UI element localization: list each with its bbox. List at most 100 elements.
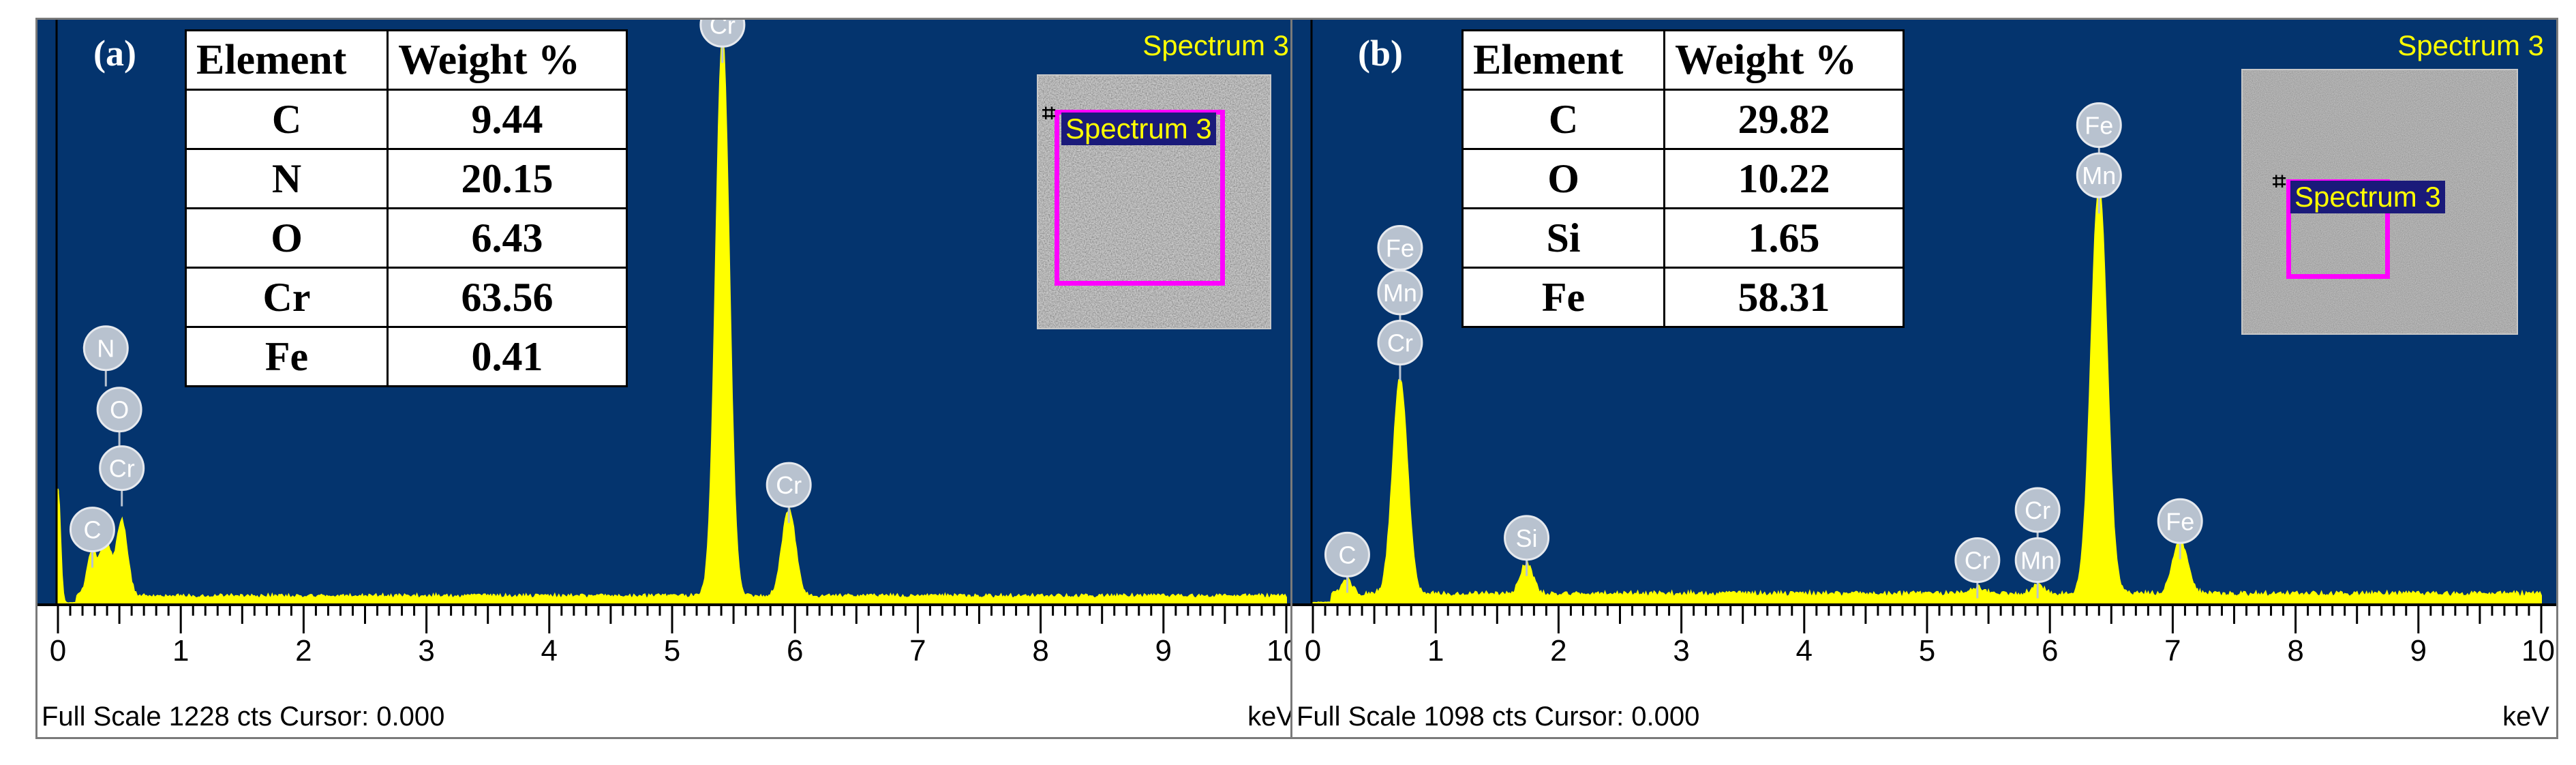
- peak-label-badge: Fe: [1377, 224, 1423, 286]
- table-row: O 10.22: [1461, 148, 1905, 209]
- element-cell: Cr: [184, 267, 389, 328]
- inset-spectrum-label: Spectrum 3: [1061, 112, 1216, 145]
- footer-status: Full Scale 1228 cts Cursor: 0.000: [42, 702, 445, 732]
- peak-label-badge: Cr: [766, 462, 812, 524]
- inset-spectrum-label: Spectrum 3: [2290, 181, 2445, 213]
- peak-label-text: Fe: [1386, 234, 1414, 262]
- weight-cell: 63.56: [387, 267, 628, 328]
- peak-label-text: C: [1338, 541, 1356, 569]
- table-row: Si 1.65: [1461, 207, 1905, 269]
- panel-label: (a): [93, 33, 136, 74]
- eds-panel-b: Fe Mn Cr C Si Cr Cr Mn Fe Mn Fe 0 1 2 3 4 5 6 7 8 9 10 (b) S…: [1290, 18, 2558, 739]
- peak-label-text: C: [83, 516, 101, 544]
- peak-label-badge: Cr: [1377, 320, 1423, 381]
- peak-label-badge: C: [1324, 531, 1370, 593]
- spectrum-title: Spectrum 3: [1142, 29, 1289, 61]
- table-row: Fe 58.31: [1461, 267, 1905, 328]
- peak-label-text: Mn: [2020, 547, 2055, 575]
- element-cell: Fe: [1461, 267, 1666, 328]
- peak-label-badge: Fe: [2076, 102, 2122, 164]
- x-tick-label: 0: [50, 634, 66, 668]
- x-axis-unit: keV: [1247, 702, 1294, 732]
- element-weight-table: Element Weight % C 9.44 N 20.15 O 6.43 Cr 63…: [184, 29, 628, 387]
- peak-label-text: Mn: [2082, 162, 2116, 190]
- eds-panel-a: N O Cr C Cr Cr 0 1 2 3 4 5 6 7 8 9 10 (a) Spectrum 3 El…: [35, 18, 1303, 739]
- spectrum-layer: [57, 37, 1287, 605]
- spectrum-area: [1312, 186, 2542, 605]
- cursor-crosshair-icon: ⌗: [1042, 100, 1056, 126]
- x-tick-label: 9: [2410, 634, 2427, 668]
- sem-image-inset: Spectrum 3 ⌗: [1037, 74, 1271, 329]
- table-row: C 9.44: [184, 89, 628, 150]
- peak-label-text: Cr: [710, 20, 736, 39]
- table-row: Cr 63.56: [184, 267, 628, 328]
- table-header-row: Element Weight %: [1461, 29, 1905, 91]
- x-tick-label: 6: [2042, 634, 2058, 668]
- peak-label-badge: N: [82, 325, 129, 387]
- peak-label-badge: Cr: [1954, 537, 2001, 599]
- x-axis: 0 1 2 3 4 5 6 7 8 9 10: [1292, 20, 2556, 668]
- table-header-row: Element Weight %: [184, 29, 628, 91]
- peak-label-text: O: [110, 396, 129, 424]
- peak-label-badge: Mn: [2076, 152, 2122, 214]
- x-tick-label: 1: [1427, 634, 1444, 668]
- x-tick-label: 7: [2164, 634, 2181, 668]
- peak-label-badge: Fe: [2157, 498, 2203, 560]
- peak-label-text: Cr: [1965, 547, 1990, 575]
- peak-label-badge: O: [96, 387, 142, 448]
- peak-label-badge: Cr: [699, 20, 746, 63]
- x-tick-label: 2: [1550, 634, 1566, 668]
- weight-cell: 58.31: [1663, 267, 1905, 328]
- column-header-element: Element: [1461, 29, 1666, 91]
- peak-label-badge: Si: [1504, 515, 1550, 576]
- peak-label-badge: Cr: [2014, 487, 2061, 548]
- x-tick-label: 1: [172, 634, 189, 668]
- spectrum-layer: [1312, 186, 2542, 605]
- element-cell: N: [184, 148, 389, 209]
- peak-label-text: Fe: [2085, 112, 2113, 140]
- weight-cell: 6.43: [387, 207, 628, 269]
- cursor-crosshair-icon: ⌗: [2273, 168, 2286, 194]
- x-tick-label: 7: [909, 634, 926, 668]
- peak-label-text: N: [97, 335, 115, 363]
- element-cell: Fe: [184, 326, 389, 387]
- x-tick-label: 10: [2521, 634, 2555, 668]
- element-weight-table: Element Weight % C 29.82 O 10.22 Si 1.65 Fe…: [1461, 29, 1905, 328]
- spectrum-selection-box: [1055, 110, 1225, 286]
- element-cell: C: [184, 89, 389, 150]
- weight-cell: 9.44: [387, 89, 628, 150]
- x-tick-label: 4: [1796, 634, 1813, 668]
- peak-label-text: Mn: [1383, 279, 1417, 307]
- column-header-weight: Weight %: [387, 29, 628, 91]
- weight-cell: 29.82: [1663, 89, 1905, 150]
- weight-cell: 10.22: [1663, 148, 1905, 209]
- x-tick-label: 4: [541, 634, 558, 668]
- element-cell: Si: [1461, 207, 1666, 269]
- element-cell: C: [1461, 89, 1666, 150]
- weight-cell: 0.41: [387, 326, 628, 387]
- footer-status: Full Scale 1098 cts Cursor: 0.000: [1297, 702, 1700, 732]
- peak-label-text: Cr: [2025, 496, 2050, 524]
- x-tick-label: 5: [664, 634, 680, 668]
- column-header-weight: Weight %: [1663, 29, 1905, 91]
- sem-image-inset: Spectrum 3 ⌗: [2241, 69, 2518, 335]
- x-tick-label: 5: [1919, 634, 1935, 668]
- peak-label-text: Cr: [1387, 329, 1413, 357]
- peak-label-badge: Cr: [99, 445, 145, 507]
- peak-label-text: Cr: [776, 471, 802, 499]
- x-tick-label: 0: [1305, 634, 1321, 668]
- peak-label-badge: C: [69, 507, 115, 568]
- x-tick-label: 8: [1032, 634, 1048, 668]
- x-tick-label: 8: [2287, 634, 2303, 668]
- peak-label-text: Fe: [2166, 507, 2194, 535]
- spectrum-area: [57, 37, 1287, 605]
- peak-label-layer: Fe Mn Cr C Si Cr Cr Mn Fe Mn Fe: [1324, 102, 2203, 599]
- weight-cell: 1.65: [1663, 207, 1905, 269]
- table-row: N 20.15: [184, 148, 628, 209]
- panel-label: (b): [1358, 33, 1403, 74]
- column-header-element: Element: [184, 29, 389, 91]
- element-cell: O: [184, 207, 389, 269]
- x-tick-label: 3: [418, 634, 434, 668]
- x-axis-unit: keV: [2502, 702, 2549, 732]
- x-axis: 0 1 2 3 4 5 6 7 8 9 10: [37, 20, 1301, 668]
